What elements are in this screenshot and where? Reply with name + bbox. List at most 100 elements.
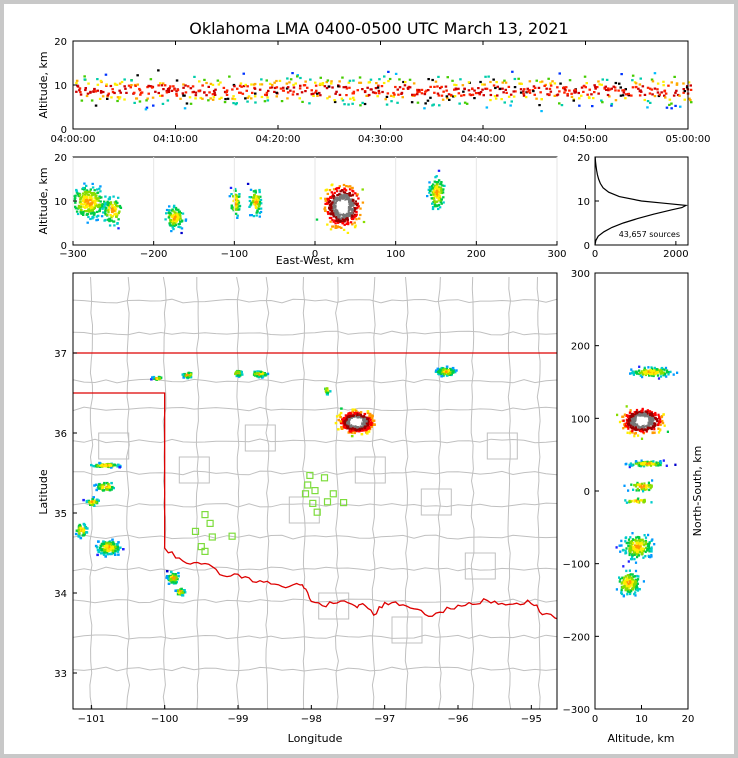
time-height-source [553, 82, 557, 85]
plan-view-source [116, 550, 120, 553]
county-line [507, 276, 512, 709]
plan-view-source [351, 414, 355, 417]
east-west-source [256, 195, 259, 198]
time-height-source [658, 93, 661, 96]
north-south-source [636, 481, 639, 485]
plan-view-source [170, 581, 173, 584]
east-west-source [176, 213, 179, 216]
time-height-source [165, 89, 168, 92]
time-height-source [492, 84, 496, 87]
east-west-source [346, 215, 349, 218]
north-south-source [642, 416, 645, 420]
north-south-source [632, 541, 635, 545]
time-height-source [172, 85, 175, 88]
time-height-source [524, 96, 528, 99]
time-height-source [244, 83, 247, 86]
time-height-source [269, 86, 272, 89]
time-height-source [265, 79, 268, 82]
east-west-source [174, 211, 177, 214]
plan-view-source [117, 541, 120, 544]
time-height-source [547, 77, 550, 80]
east-west-source [112, 220, 115, 223]
time-height-source [663, 89, 667, 92]
time-height-source [408, 86, 412, 89]
time-height-source [104, 73, 108, 76]
east-west-source [350, 198, 353, 201]
plan-view-source [345, 418, 348, 421]
east-west-source [235, 194, 238, 197]
time-height-source [385, 103, 389, 106]
north-south-source [663, 368, 666, 371]
time-height-source [205, 81, 208, 85]
plan-view-source [81, 527, 84, 531]
plan-view-xtick-label: −95 [521, 714, 542, 725]
east-west-source [331, 212, 335, 215]
north-south-source [635, 370, 638, 373]
time-height-source [363, 102, 367, 106]
time-height-source [225, 89, 229, 92]
time-height-source [184, 91, 188, 94]
east-west-source [97, 214, 100, 217]
north-south-source [628, 411, 631, 414]
time-height-source [631, 74, 635, 77]
east-west-source [431, 207, 435, 211]
plan-view-source [114, 549, 117, 553]
time-height-source [549, 84, 553, 87]
north-south-source [629, 430, 632, 433]
time-height-source [292, 83, 295, 86]
time-height-source [590, 93, 593, 96]
north-south-source [639, 550, 642, 554]
time-height-source [376, 95, 379, 98]
east-west-source [440, 198, 443, 201]
time-height-source [136, 74, 139, 77]
north-south-source [627, 576, 630, 579]
time-height-source [246, 96, 250, 99]
time-height-source [246, 100, 249, 103]
east-west-source [441, 184, 444, 187]
time-height-source [299, 84, 302, 87]
time-height-source [116, 99, 119, 103]
time-height-source [228, 75, 231, 78]
north-south-source [637, 417, 641, 420]
east-west-source [258, 215, 261, 218]
time-height-source [222, 86, 226, 89]
plan-view-source [93, 465, 97, 468]
time-height-source [653, 95, 657, 98]
time-height-source [471, 93, 475, 96]
plan-view-source [97, 540, 100, 543]
time-height-source [118, 89, 121, 92]
time-height-source [239, 91, 242, 94]
north-south-source [628, 418, 631, 421]
east-west-source [168, 222, 171, 225]
north-south-source [639, 423, 642, 427]
time-height-source [489, 99, 492, 102]
time-height-source [546, 93, 549, 96]
time-height-source [113, 91, 116, 95]
plan-view-source [348, 418, 352, 421]
north-south-source [638, 461, 641, 465]
north-south-source [647, 372, 650, 375]
time-height-source [208, 91, 211, 94]
time-height-source [318, 91, 321, 95]
time-height-source [675, 83, 679, 86]
north-south-source [636, 574, 639, 578]
plan-view-source [361, 418, 364, 422]
east-west-source [342, 201, 346, 204]
plan-view-source [436, 370, 440, 374]
time-height-source [333, 100, 337, 104]
east-west-source [109, 203, 113, 206]
time-height-source [168, 87, 171, 90]
north-south-source [633, 434, 636, 438]
north-south-source [621, 576, 624, 579]
plan-view-ytick-label: 33 [54, 669, 67, 680]
time-height-source [610, 104, 613, 107]
north-south-source [654, 372, 657, 375]
plan-view-source [366, 410, 370, 413]
east-west-source [355, 210, 358, 213]
east-west-source [336, 220, 339, 223]
east-west-source [79, 210, 82, 213]
east-west-source [169, 219, 173, 222]
east-west-source [174, 214, 177, 218]
east-west-source [332, 194, 335, 198]
time-height-source [389, 94, 393, 97]
